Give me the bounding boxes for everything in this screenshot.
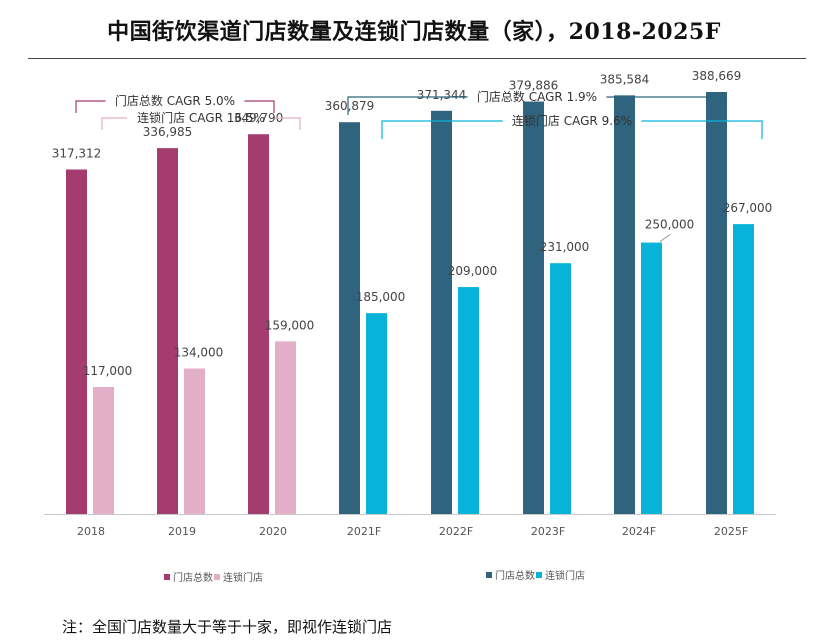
value-label-total-2022F: 371,344 (417, 88, 467, 102)
cagr-bracket-1: 门店总数 CAGR 5.0% (75, 93, 275, 113)
bar-chain-2020 (275, 341, 296, 514)
bracket-line-right (244, 100, 275, 113)
bracket-line-right (606, 96, 727, 115)
value-label-total-2025F: 388,669 (692, 69, 742, 83)
legend-swatch (486, 572, 492, 578)
bar-chain-2018 (93, 386, 114, 514)
x-tick-label-2019: 2019 (168, 525, 196, 538)
footnote: 注：全国门店数量大于等于十家，即视作连锁门店 (62, 618, 393, 636)
cagr-bracket-2: 连锁门店 CAGR 16.5% (101, 110, 301, 130)
bracket-line-right (275, 117, 301, 130)
legend-label: 连锁门店 (545, 569, 585, 582)
bar-chain-2025F (733, 224, 754, 514)
value-label-chain-2019: 134,000 (174, 346, 224, 360)
value-label-total-2021F: 360,879 (325, 99, 375, 113)
x-tick-label-2018: 2018 (77, 525, 105, 538)
legend-swatch (214, 574, 220, 580)
value-label-chain-2018: 117,000 (83, 364, 133, 378)
value-label-chain-2025F: 267,000 (723, 201, 773, 215)
legend-swatch (164, 574, 170, 580)
bar-total-2019 (157, 148, 178, 515)
bar-total-2024F (614, 95, 635, 515)
value-label-chain-2021F: 185,000 (356, 290, 406, 304)
value-label-total-2023F: 379,886 (509, 79, 559, 93)
title-divider (28, 58, 806, 59)
x-tick-label-2022F: 2022F (439, 525, 473, 538)
bar-total-2023F (523, 101, 544, 515)
bar-chain-2022F (458, 287, 479, 514)
bar-chain-2019 (184, 368, 205, 514)
bar-total-2021F (339, 122, 360, 515)
value-label-chain-2023F: 231,000 (540, 240, 590, 254)
bar-total-2018 (66, 169, 87, 515)
bar-total-2022F (431, 110, 452, 515)
cagr-annotation-3: 门店总数 CAGR 1.9% (477, 89, 597, 104)
legend-swatch (536, 572, 542, 578)
x-tick-label-2023F: 2023F (531, 525, 565, 538)
legend-label: 门店总数 (495, 569, 535, 582)
value-label-total-2024F: 385,584 (600, 72, 650, 86)
x-tick-label-2021F: 2021F (347, 525, 381, 538)
bracket-line-left (347, 96, 468, 115)
cagr-annotation-4: 连锁门店 CAGR 9.6% (512, 113, 632, 128)
value-label-chain-2020: 159,000 (265, 318, 315, 332)
value-label-chain-2022F: 209,000 (448, 264, 498, 278)
x-tick-label-2020: 2020 (259, 525, 287, 538)
bar-total-2020 (248, 134, 269, 514)
legend-label: 门店总数 (173, 571, 213, 584)
x-tick-label-2025F: 2025F (714, 525, 748, 538)
bar-chain-2021F (366, 313, 387, 514)
x-tick-label-2024F: 2024F (622, 525, 656, 538)
bracket-line-left (101, 117, 127, 130)
value-label-chain-2024F: 250,000 (645, 218, 695, 232)
cagr-annotation-1: 门店总数 CAGR 5.0% (115, 93, 235, 108)
cagr-bracket-4: 连锁门店 CAGR 9.6% (381, 113, 763, 139)
legend-1: 门店总数 连锁门店 (164, 571, 263, 584)
bracket-line-right (641, 120, 763, 139)
value-label-total-2020: 349,790 (234, 111, 284, 125)
value-label-total-2018: 317,312 (52, 146, 102, 160)
value-label-total-2019: 336,985 (143, 125, 193, 139)
legend-label: 连锁门店 (223, 571, 263, 584)
chart-title: 中国街饮渠道门店数量及连锁门店数量（家），2018-2025F (107, 19, 721, 45)
bar-chain-2023F (550, 263, 571, 514)
leader-line-2024F (659, 234, 671, 242)
bar-chain-2024F (641, 242, 662, 515)
bracket-line-left (381, 120, 503, 139)
cagr-bracket-3: 门店总数 CAGR 1.9% (347, 89, 727, 115)
bar-total-2025F (706, 92, 727, 515)
legend-2: 门店总数 连锁门店 (486, 569, 585, 582)
bracket-line-left (75, 100, 106, 113)
cagr-annotation-2: 连锁门店 CAGR 16.5% (137, 110, 265, 125)
